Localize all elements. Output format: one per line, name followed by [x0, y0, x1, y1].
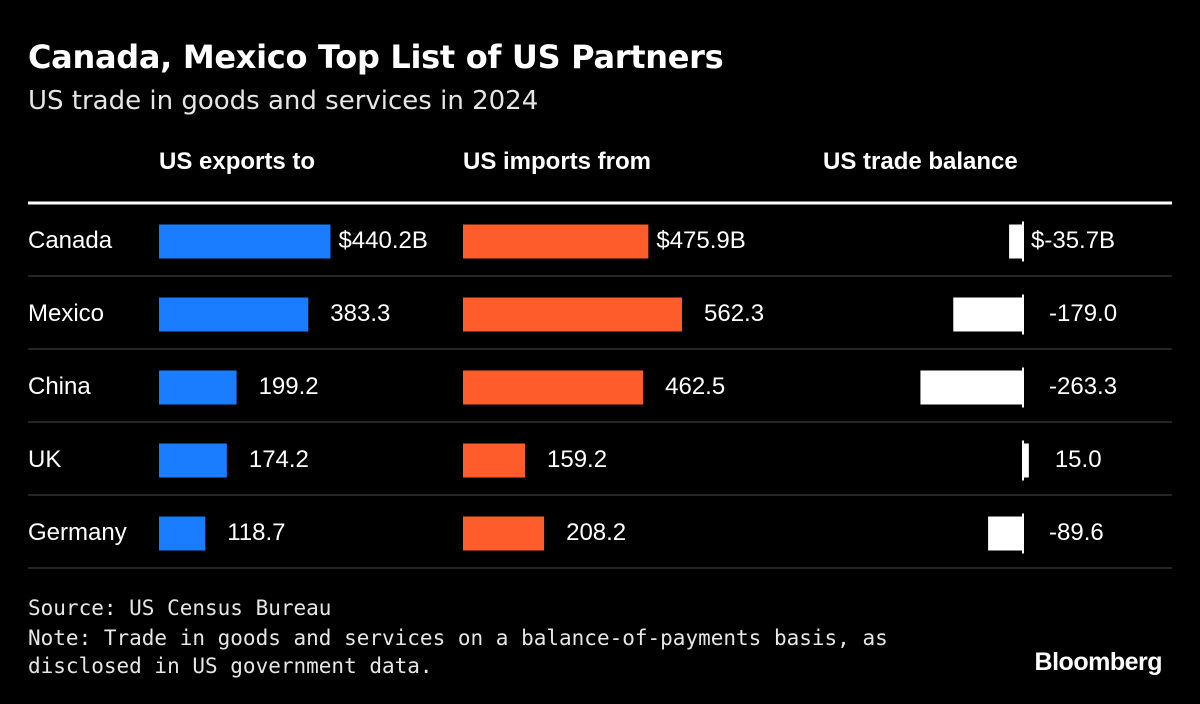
imports-bar: [463, 370, 644, 405]
balance-bar: [953, 297, 1023, 332]
imports-value-label: 562.3: [704, 300, 764, 327]
balance-bar: [1023, 443, 1029, 478]
imports-bar: [463, 224, 649, 259]
imports-value-label: $475.9B: [656, 227, 745, 254]
exports-bar: [159, 224, 331, 259]
row-label: UK: [28, 446, 61, 473]
exports-bar: [159, 516, 206, 551]
exports-value-label: 383.3: [330, 300, 390, 327]
balance-value-label: -179.0: [1049, 300, 1117, 327]
row-label: Mexico: [28, 300, 104, 327]
exports-value-label: 118.7: [227, 519, 285, 546]
balance-bar: [1009, 224, 1023, 259]
chart-subtitle: US trade in goods and services in 2024: [28, 86, 539, 116]
imports-bar: [463, 516, 545, 551]
exports-bar: [159, 443, 227, 478]
imports-column-header: US imports from: [463, 148, 652, 175]
exports-bar: [159, 370, 237, 405]
exports-bar: [159, 297, 309, 332]
imports-value-label: 208.2: [566, 519, 626, 546]
exports-value-label: $440.2B: [338, 227, 427, 254]
row-label: China: [28, 373, 91, 400]
imports-value-label: 462.5: [665, 373, 725, 400]
bloomberg-logo: Bloomberg: [1034, 648, 1163, 676]
exports-column-header: US exports to: [159, 148, 316, 175]
imports-bar: [463, 443, 526, 478]
balance-value-label: -263.3: [1049, 373, 1117, 400]
exports-value-label: 174.2: [249, 446, 309, 473]
row-label: Germany: [28, 519, 127, 546]
balance-bar: [988, 516, 1023, 551]
balance-value-label: $-35.7B: [1031, 227, 1115, 254]
balance-value-label: 15.0: [1055, 446, 1102, 473]
chart-title: Canada, Mexico Top List of US Partners: [28, 38, 724, 76]
exports-value-label: 199.2: [259, 373, 319, 400]
balance-column-header: US trade balance: [823, 148, 1018, 175]
imports-value-label: 159.2: [547, 446, 607, 473]
row-label: Canada: [28, 227, 113, 254]
balance-bar: [920, 370, 1023, 405]
source-note: Source: US Census Bureau: [28, 596, 332, 620]
imports-bar: [463, 297, 683, 332]
footnote: Note: Trade in goods and services on a b…: [28, 626, 888, 678]
balance-value-label: -89.6: [1049, 519, 1104, 546]
